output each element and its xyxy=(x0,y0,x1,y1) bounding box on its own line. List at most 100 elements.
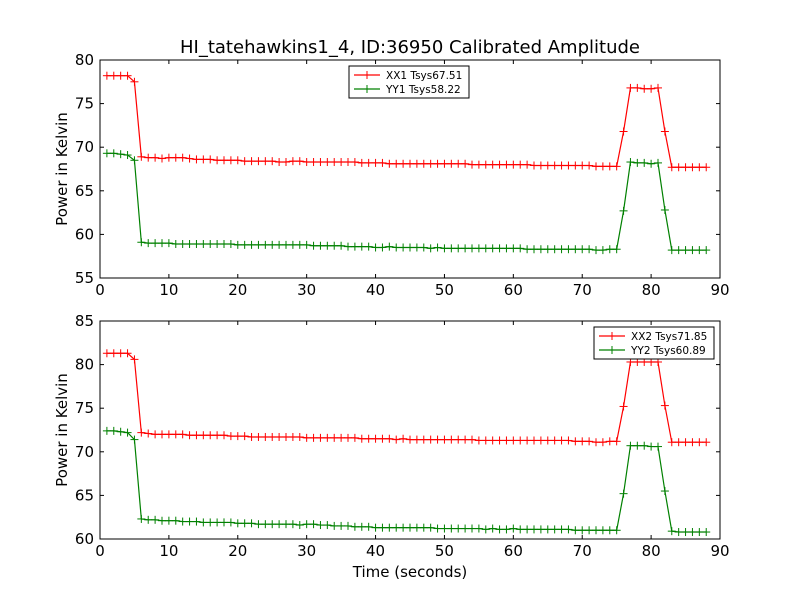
data-point xyxy=(502,436,511,445)
data-point xyxy=(419,435,428,444)
data-point xyxy=(640,84,649,93)
data-point xyxy=(640,441,649,450)
data-point xyxy=(206,431,215,440)
data-point xyxy=(316,158,325,167)
x-tick-label: 20 xyxy=(228,542,247,560)
data-point xyxy=(247,157,256,166)
y-tick-label: 60 xyxy=(75,225,94,243)
data-point xyxy=(660,205,669,214)
data-point xyxy=(447,435,456,444)
data-point xyxy=(344,521,352,530)
data-point xyxy=(412,243,421,252)
data-point xyxy=(275,432,284,441)
data-point xyxy=(399,434,408,443)
data-point xyxy=(178,517,187,526)
data-point xyxy=(654,158,662,167)
x-tick-label: 20 xyxy=(228,281,247,299)
data-point xyxy=(371,158,380,167)
data-point xyxy=(151,515,160,524)
data-point xyxy=(350,433,359,442)
data-point xyxy=(309,520,318,529)
data-point xyxy=(344,242,352,251)
data-point xyxy=(185,154,194,163)
data-point xyxy=(233,240,242,249)
x-axis-label: Time (seconds) xyxy=(352,563,468,581)
data-point xyxy=(619,402,628,411)
data-point xyxy=(564,525,573,534)
data-point xyxy=(164,153,173,162)
data-point xyxy=(261,520,270,529)
x-tick-label: 70 xyxy=(573,281,592,299)
data-point xyxy=(536,525,545,534)
data-point xyxy=(220,239,228,248)
data-point xyxy=(330,433,339,442)
data-point xyxy=(164,516,173,525)
data-point xyxy=(412,523,421,532)
data-point xyxy=(592,162,600,171)
data-point xyxy=(557,525,566,534)
data-point xyxy=(578,437,587,446)
data-point xyxy=(495,160,504,169)
data-point xyxy=(688,438,697,447)
data-point xyxy=(688,528,697,537)
y-tick-label: 60 xyxy=(75,530,94,548)
data-point xyxy=(681,246,690,255)
data-point xyxy=(674,163,683,172)
data-point xyxy=(440,435,449,444)
data-point xyxy=(495,525,504,534)
data-point xyxy=(247,432,256,441)
data-point xyxy=(178,430,187,439)
data-point xyxy=(268,240,277,249)
data-point xyxy=(536,161,545,170)
data-point xyxy=(213,156,222,165)
data-point xyxy=(192,239,201,248)
data-point xyxy=(309,158,318,167)
data-point xyxy=(158,239,166,248)
data-point xyxy=(468,524,476,533)
data-point xyxy=(199,239,208,248)
data-point xyxy=(151,430,160,439)
data-point xyxy=(592,438,600,447)
data-point xyxy=(461,435,470,444)
data-point xyxy=(116,71,125,80)
data-point xyxy=(254,240,263,249)
data-point xyxy=(578,526,587,535)
data-point xyxy=(164,239,173,248)
data-point xyxy=(137,428,146,437)
data-point xyxy=(385,242,394,251)
data-point xyxy=(268,432,277,441)
data-point xyxy=(626,158,635,167)
legend: XX1 Tsys67.51 YY1 Tsys58.22 xyxy=(348,65,470,99)
data-point xyxy=(295,432,304,441)
data-point xyxy=(371,523,380,532)
data-point xyxy=(330,241,339,250)
data-point xyxy=(578,245,587,254)
data-point xyxy=(144,429,153,438)
data-point xyxy=(337,241,346,250)
data-point xyxy=(158,516,166,525)
data-point xyxy=(674,528,683,537)
data-point xyxy=(385,159,394,168)
data-point xyxy=(116,150,125,159)
data-point xyxy=(502,160,511,169)
data-point xyxy=(102,349,111,358)
y-tick-label: 65 xyxy=(75,486,94,504)
data-point xyxy=(564,161,573,170)
data-point xyxy=(695,528,704,537)
data-point xyxy=(192,155,201,164)
data-point xyxy=(523,160,532,169)
data-point xyxy=(302,240,311,249)
data-point xyxy=(557,436,566,445)
x-tick-label: 40 xyxy=(366,281,385,299)
data-point xyxy=(220,518,228,527)
data-point xyxy=(461,159,470,168)
data-point xyxy=(392,159,401,168)
y-tick-label: 55 xyxy=(75,269,94,287)
data-point xyxy=(488,436,497,445)
data-point xyxy=(109,149,118,158)
data-point xyxy=(543,525,552,534)
data-point xyxy=(178,153,187,162)
data-point xyxy=(660,401,669,410)
data-point xyxy=(612,245,621,254)
data-point xyxy=(350,522,359,531)
